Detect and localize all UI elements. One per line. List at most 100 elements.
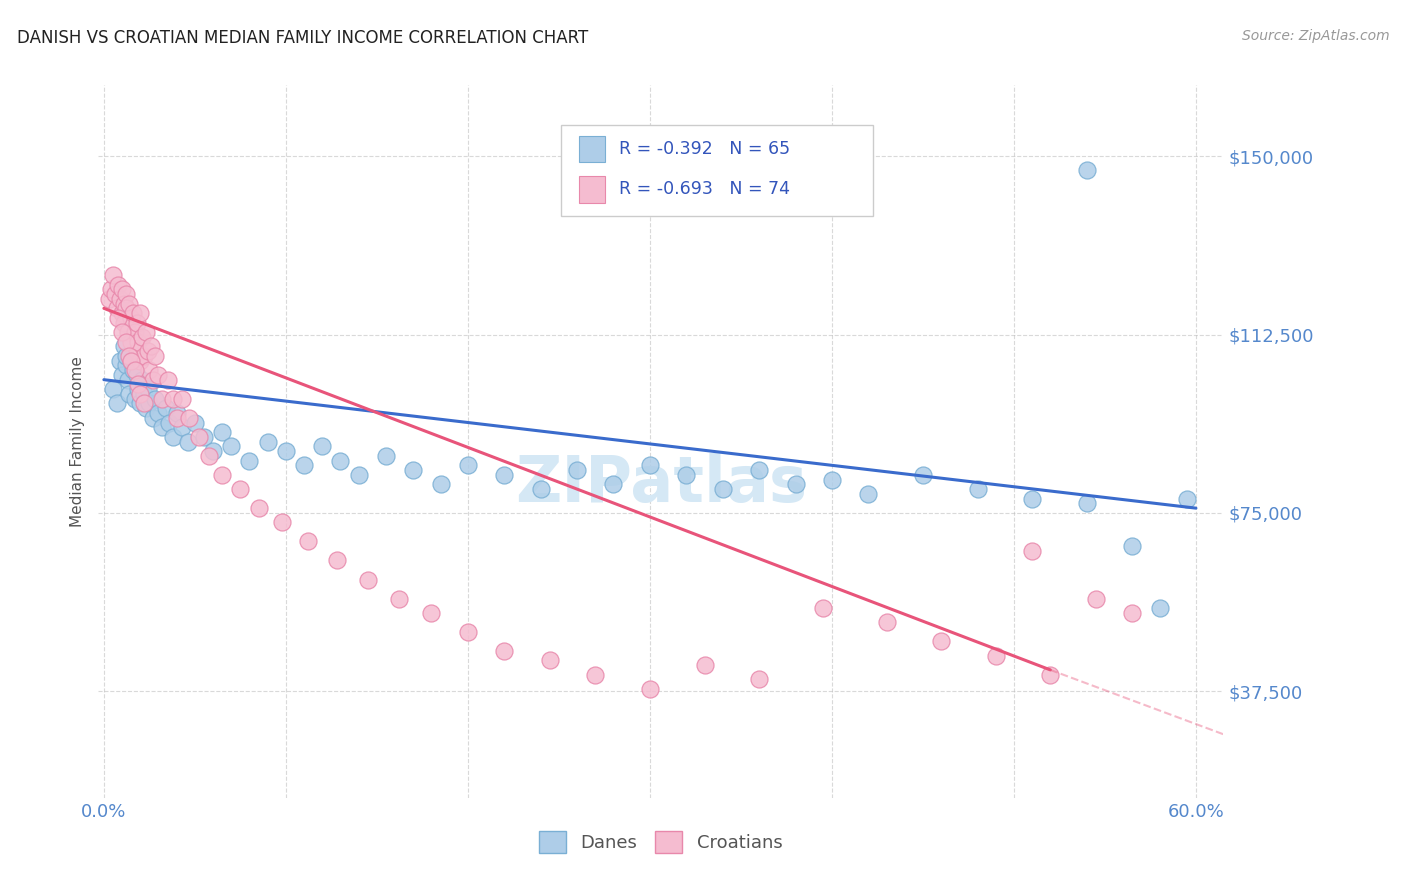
Point [347, 467, 370, 482]
Point [101, 382, 124, 396]
Point [114, 359, 136, 373]
Point [1021, 491, 1043, 506]
Point [711, 482, 734, 496]
Point [132, 349, 155, 363]
Point [135, 325, 157, 339]
Point [966, 482, 988, 496]
Point [329, 453, 352, 467]
Point [162, 392, 184, 406]
Point [120, 353, 142, 368]
Point [675, 467, 697, 482]
Point [105, 301, 128, 316]
Point [100, 282, 122, 296]
Point [375, 449, 398, 463]
Point [104, 287, 127, 301]
Point [176, 434, 198, 449]
Point [1121, 606, 1143, 620]
Point [125, 368, 148, 382]
Point [107, 310, 129, 325]
Point [184, 416, 207, 430]
Y-axis label: Median Family Income: Median Family Income [69, 356, 84, 527]
Point [136, 382, 159, 396]
Point [565, 463, 588, 477]
Point [538, 653, 561, 667]
Point [117, 325, 139, 339]
Point [124, 392, 146, 406]
Point [420, 606, 443, 620]
Point [402, 463, 425, 477]
Point [211, 467, 233, 482]
Point [120, 334, 142, 349]
Point [127, 382, 149, 396]
Point [124, 363, 146, 377]
Point [132, 396, 155, 410]
Point [326, 553, 349, 567]
Point [292, 458, 315, 473]
Point [118, 349, 141, 363]
Point [111, 306, 134, 320]
Point [117, 373, 139, 387]
Point [129, 353, 152, 368]
Point [136, 344, 159, 359]
Point [1039, 667, 1062, 681]
Point [202, 444, 225, 458]
Point [494, 467, 516, 482]
Point [357, 573, 380, 587]
Point [129, 396, 152, 410]
Point [984, 648, 1007, 663]
Point [193, 430, 215, 444]
Point [118, 296, 141, 310]
Point [638, 458, 661, 473]
Point [143, 392, 166, 406]
Point [219, 439, 242, 453]
Point [132, 387, 155, 401]
Point [131, 373, 153, 387]
Point [101, 268, 124, 282]
Point [114, 349, 136, 363]
Point [638, 681, 661, 696]
Point [748, 673, 770, 687]
Point [112, 296, 135, 310]
Point [911, 467, 934, 482]
Point [111, 368, 134, 382]
Point [229, 482, 252, 496]
Point [211, 425, 233, 439]
Point [150, 420, 173, 434]
Point [98, 292, 121, 306]
Point [135, 401, 157, 416]
Point [127, 334, 149, 349]
Point [110, 353, 132, 368]
Point [1076, 496, 1098, 510]
Point [583, 667, 606, 681]
Point [138, 396, 160, 410]
Point [166, 410, 188, 425]
Point [457, 624, 479, 639]
Point [876, 615, 898, 630]
Point [811, 601, 834, 615]
Point [124, 325, 146, 339]
Point [198, 449, 221, 463]
Point [247, 501, 270, 516]
Point [111, 282, 134, 296]
Text: ZIPatlas: ZIPatlas [515, 453, 807, 516]
Point [297, 534, 319, 549]
Point [162, 430, 184, 444]
Point [1021, 544, 1043, 558]
Point [494, 644, 516, 658]
Point [602, 477, 624, 491]
Point [748, 463, 770, 477]
Point [1121, 539, 1143, 553]
Point [929, 634, 952, 648]
Point [148, 368, 170, 382]
Point [156, 373, 179, 387]
Point [172, 392, 194, 406]
Legend: Danes, Croatians: Danes, Croatians [531, 824, 790, 861]
Point [457, 458, 479, 473]
Point [112, 316, 135, 330]
Point [155, 401, 177, 416]
Point [112, 339, 135, 353]
Point [821, 473, 844, 487]
Point [274, 444, 297, 458]
Text: DANISH VS CROATIAN MEDIAN FAMILY INCOME CORRELATION CHART: DANISH VS CROATIAN MEDIAN FAMILY INCOME … [17, 29, 588, 46]
Point [141, 339, 163, 353]
